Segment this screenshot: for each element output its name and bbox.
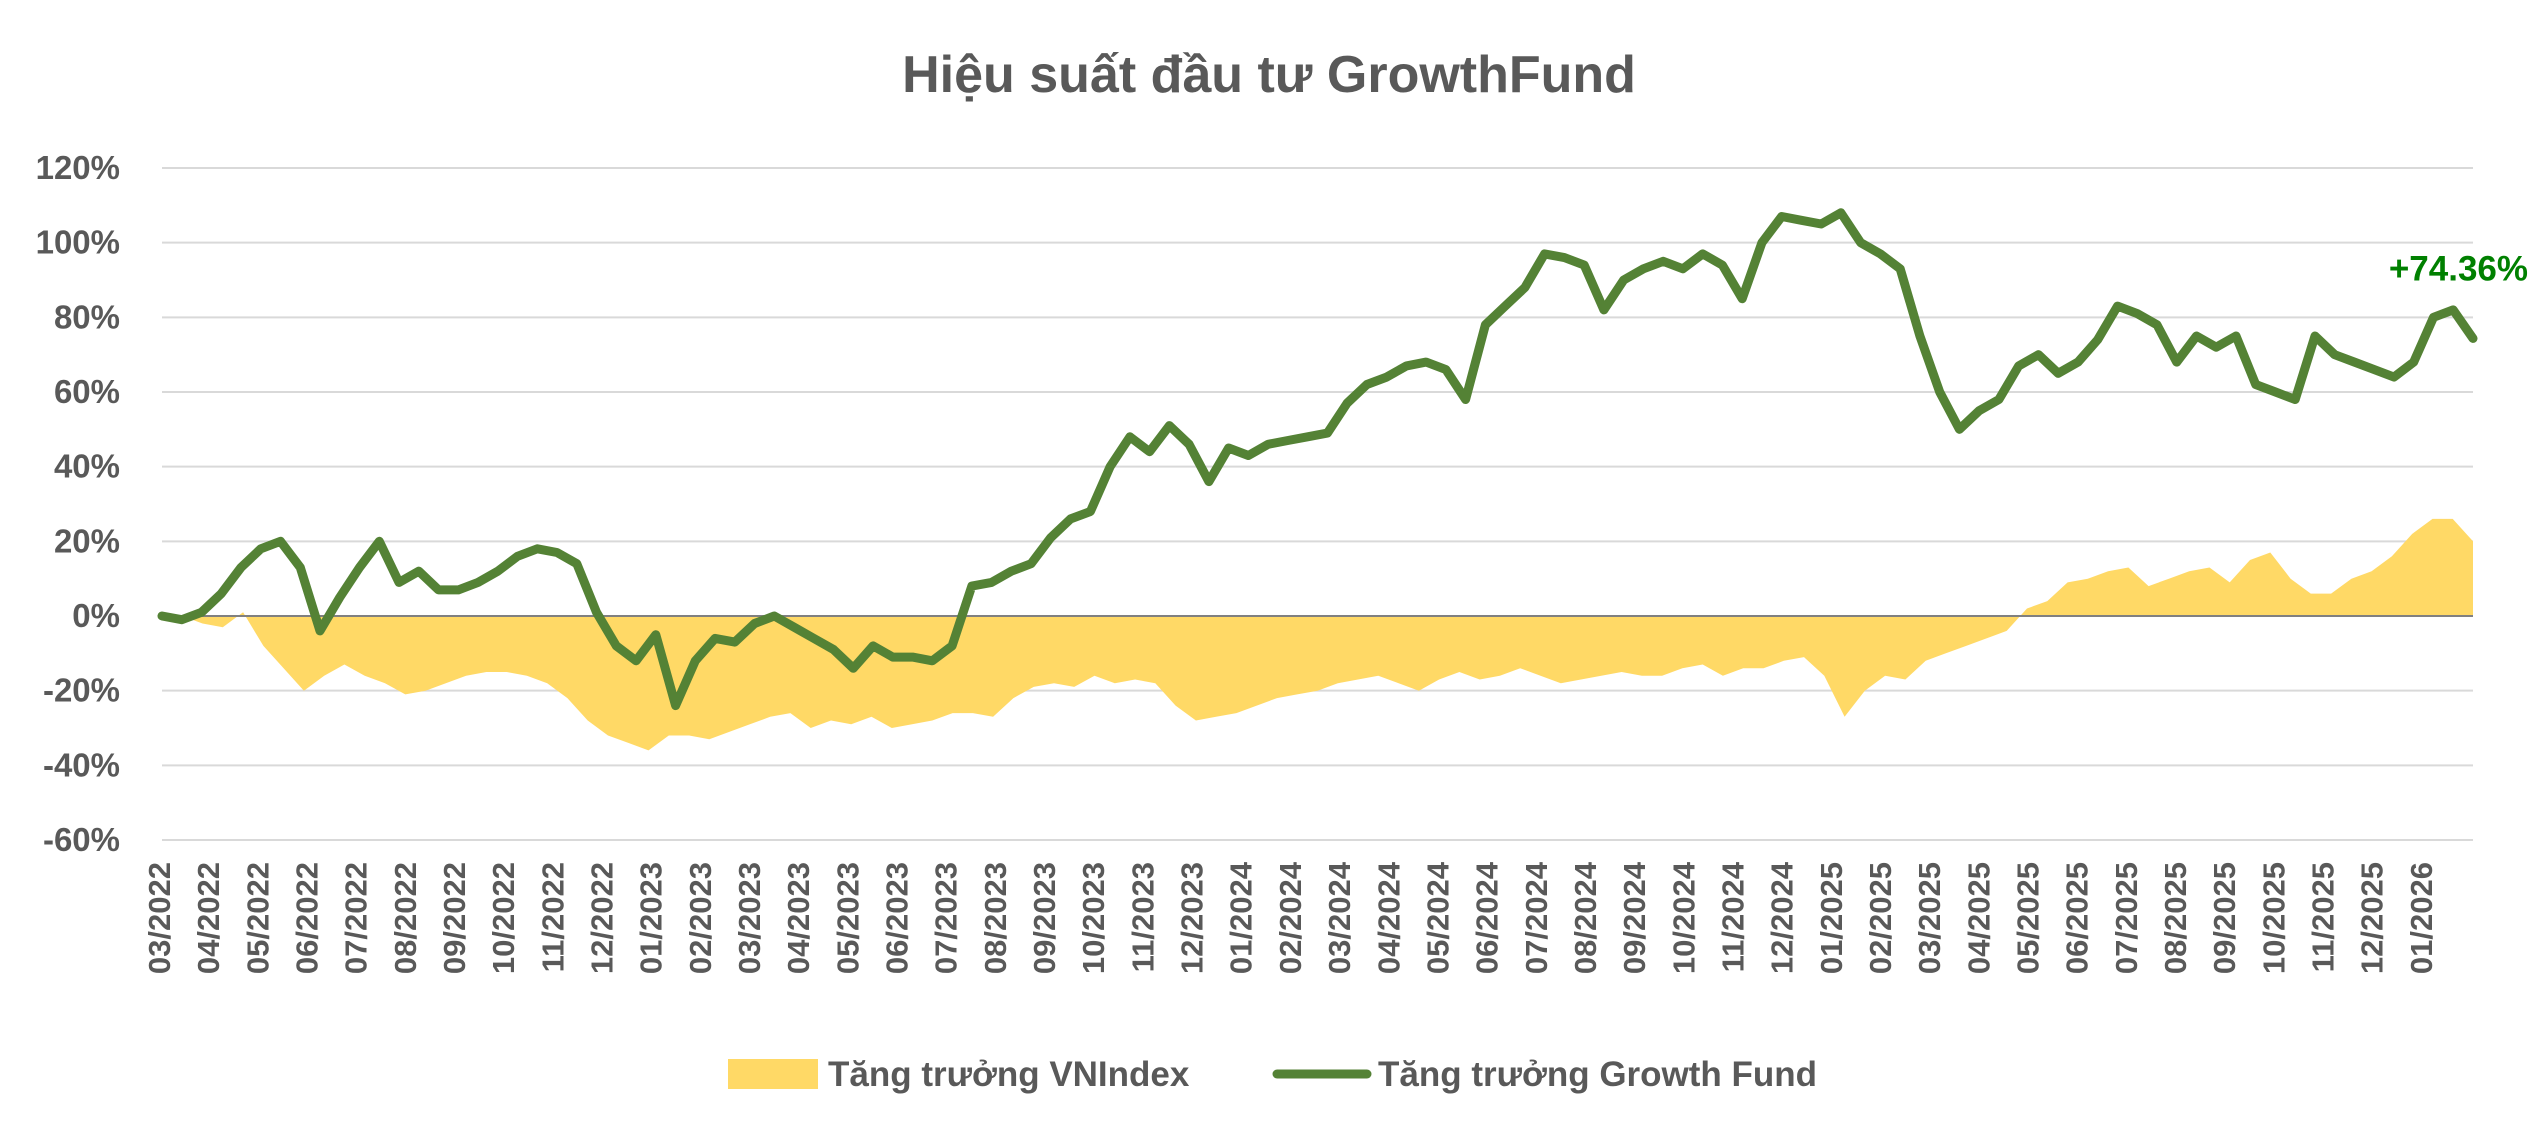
x-tick-label: 04/2024 bbox=[1371, 861, 1406, 974]
x-tick-label: 05/2023 bbox=[830, 862, 865, 974]
x-tick-label: 11/2022 bbox=[535, 862, 570, 972]
legend: Tăng trưởng VNIndex Tăng trưởng Growth Fu… bbox=[728, 1055, 1817, 1094]
y-tick-label: -60% bbox=[43, 821, 120, 858]
x-tick-label: 10/2023 bbox=[1076, 862, 1111, 974]
x-tick-label: 12/2022 bbox=[585, 862, 620, 974]
x-tick-label: 01/2023 bbox=[634, 862, 669, 974]
x-tick-label: 07/2024 bbox=[1519, 861, 1554, 974]
legend-label-vnindex: Tăng trưởng VNIndex bbox=[828, 1055, 1190, 1094]
x-tick-label: 02/2025 bbox=[1863, 862, 1898, 974]
x-tick-label: 11/2025 bbox=[2305, 862, 2340, 972]
y-tick-label: 0% bbox=[72, 597, 120, 634]
x-tick-label: 07/2023 bbox=[929, 862, 964, 974]
annotation-layer: +74.36% bbox=[2389, 249, 2528, 288]
x-tick-label: 04/2025 bbox=[1961, 862, 1996, 974]
y-tick-label: 40% bbox=[54, 448, 120, 485]
growthfund-line bbox=[157, 208, 2478, 711]
x-tick-label: 10/2024 bbox=[1666, 861, 1701, 974]
x-tick-label: 07/2022 bbox=[339, 862, 374, 974]
x-tick-label: 03/2024 bbox=[1322, 861, 1357, 974]
legend-swatch-vnindex bbox=[728, 1059, 818, 1089]
x-tick-label: 05/2025 bbox=[2010, 862, 2045, 974]
x-tick-label: 03/2025 bbox=[1912, 862, 1947, 974]
x-tick-label: 12/2025 bbox=[2355, 862, 2390, 974]
x-tick-label: 11/2024 bbox=[1715, 861, 1750, 972]
x-tick-label: 09/2024 bbox=[1617, 861, 1652, 974]
x-tick-label: 02/2023 bbox=[683, 862, 718, 974]
x-tick-label: 05/2022 bbox=[240, 862, 275, 974]
x-tick-label: 06/2024 bbox=[1470, 861, 1505, 974]
x-tick-label: 06/2023 bbox=[880, 862, 915, 974]
x-tick-label: 12/2024 bbox=[1765, 861, 1800, 974]
area-series-layer bbox=[162, 518, 2473, 751]
x-tick-label: 09/2023 bbox=[1027, 862, 1062, 974]
x-tick-label: 05/2024 bbox=[1420, 861, 1455, 974]
x-tick-label: 10/2022 bbox=[486, 862, 521, 974]
x-tick-label: 06/2025 bbox=[2060, 862, 2095, 974]
x-tick-label: 04/2022 bbox=[191, 862, 226, 974]
x-tick-label: 03/2023 bbox=[732, 862, 767, 974]
last-value-annotation: +74.36% bbox=[2389, 249, 2528, 288]
y-tick-label: -20% bbox=[43, 672, 120, 709]
x-tick-label: 08/2023 bbox=[978, 862, 1013, 974]
x-tick-label: 03/2022 bbox=[142, 862, 177, 974]
vnindex-area bbox=[162, 518, 2473, 751]
y-tick-label: -40% bbox=[43, 746, 120, 783]
x-tick-label: 07/2025 bbox=[2109, 862, 2144, 974]
x-tick-label: 06/2022 bbox=[290, 862, 325, 974]
x-tick-label: 12/2023 bbox=[1175, 862, 1210, 974]
y-tick-label: 120% bbox=[36, 149, 120, 186]
x-tick-label: 08/2022 bbox=[388, 862, 423, 974]
x-tick-label: 01/2024 bbox=[1224, 861, 1259, 974]
y-tick-label: 80% bbox=[54, 298, 120, 335]
y-tick-label: 20% bbox=[54, 522, 120, 559]
x-axis-ticks: 03/2022 04/2022 05/2022 06/2022 07/2022 08/20… bbox=[142, 861, 2439, 974]
x-tick-label: 01/2025 bbox=[1814, 862, 1849, 974]
x-tick-label: 10/2025 bbox=[2256, 862, 2291, 974]
x-tick-label: 04/2023 bbox=[781, 862, 816, 974]
y-tick-label: 100% bbox=[36, 224, 120, 261]
legend-label-growthfund: Tăng trưởng Growth Fund bbox=[1378, 1055, 1817, 1094]
y-tick-label: 60% bbox=[54, 373, 120, 410]
x-tick-label: 09/2025 bbox=[2207, 862, 2242, 974]
x-tick-label: 01/2026 bbox=[2404, 862, 2439, 974]
x-tick-label: 09/2022 bbox=[437, 862, 472, 974]
chart-title: Hiệu suất đầu tư GrowthFund bbox=[902, 46, 1636, 104]
line-series-layer bbox=[157, 208, 2478, 711]
grid-lines bbox=[162, 167, 2473, 841]
y-axis-ticks: 120% 100% 80% 60% 40% 20% 0% -20% -40% -60% bbox=[36, 149, 120, 858]
x-tick-label: 02/2024 bbox=[1273, 861, 1308, 974]
x-tick-label: 08/2025 bbox=[2158, 862, 2193, 974]
x-tick-label: 11/2023 bbox=[1125, 862, 1160, 972]
x-tick-label: 08/2024 bbox=[1568, 861, 1603, 974]
